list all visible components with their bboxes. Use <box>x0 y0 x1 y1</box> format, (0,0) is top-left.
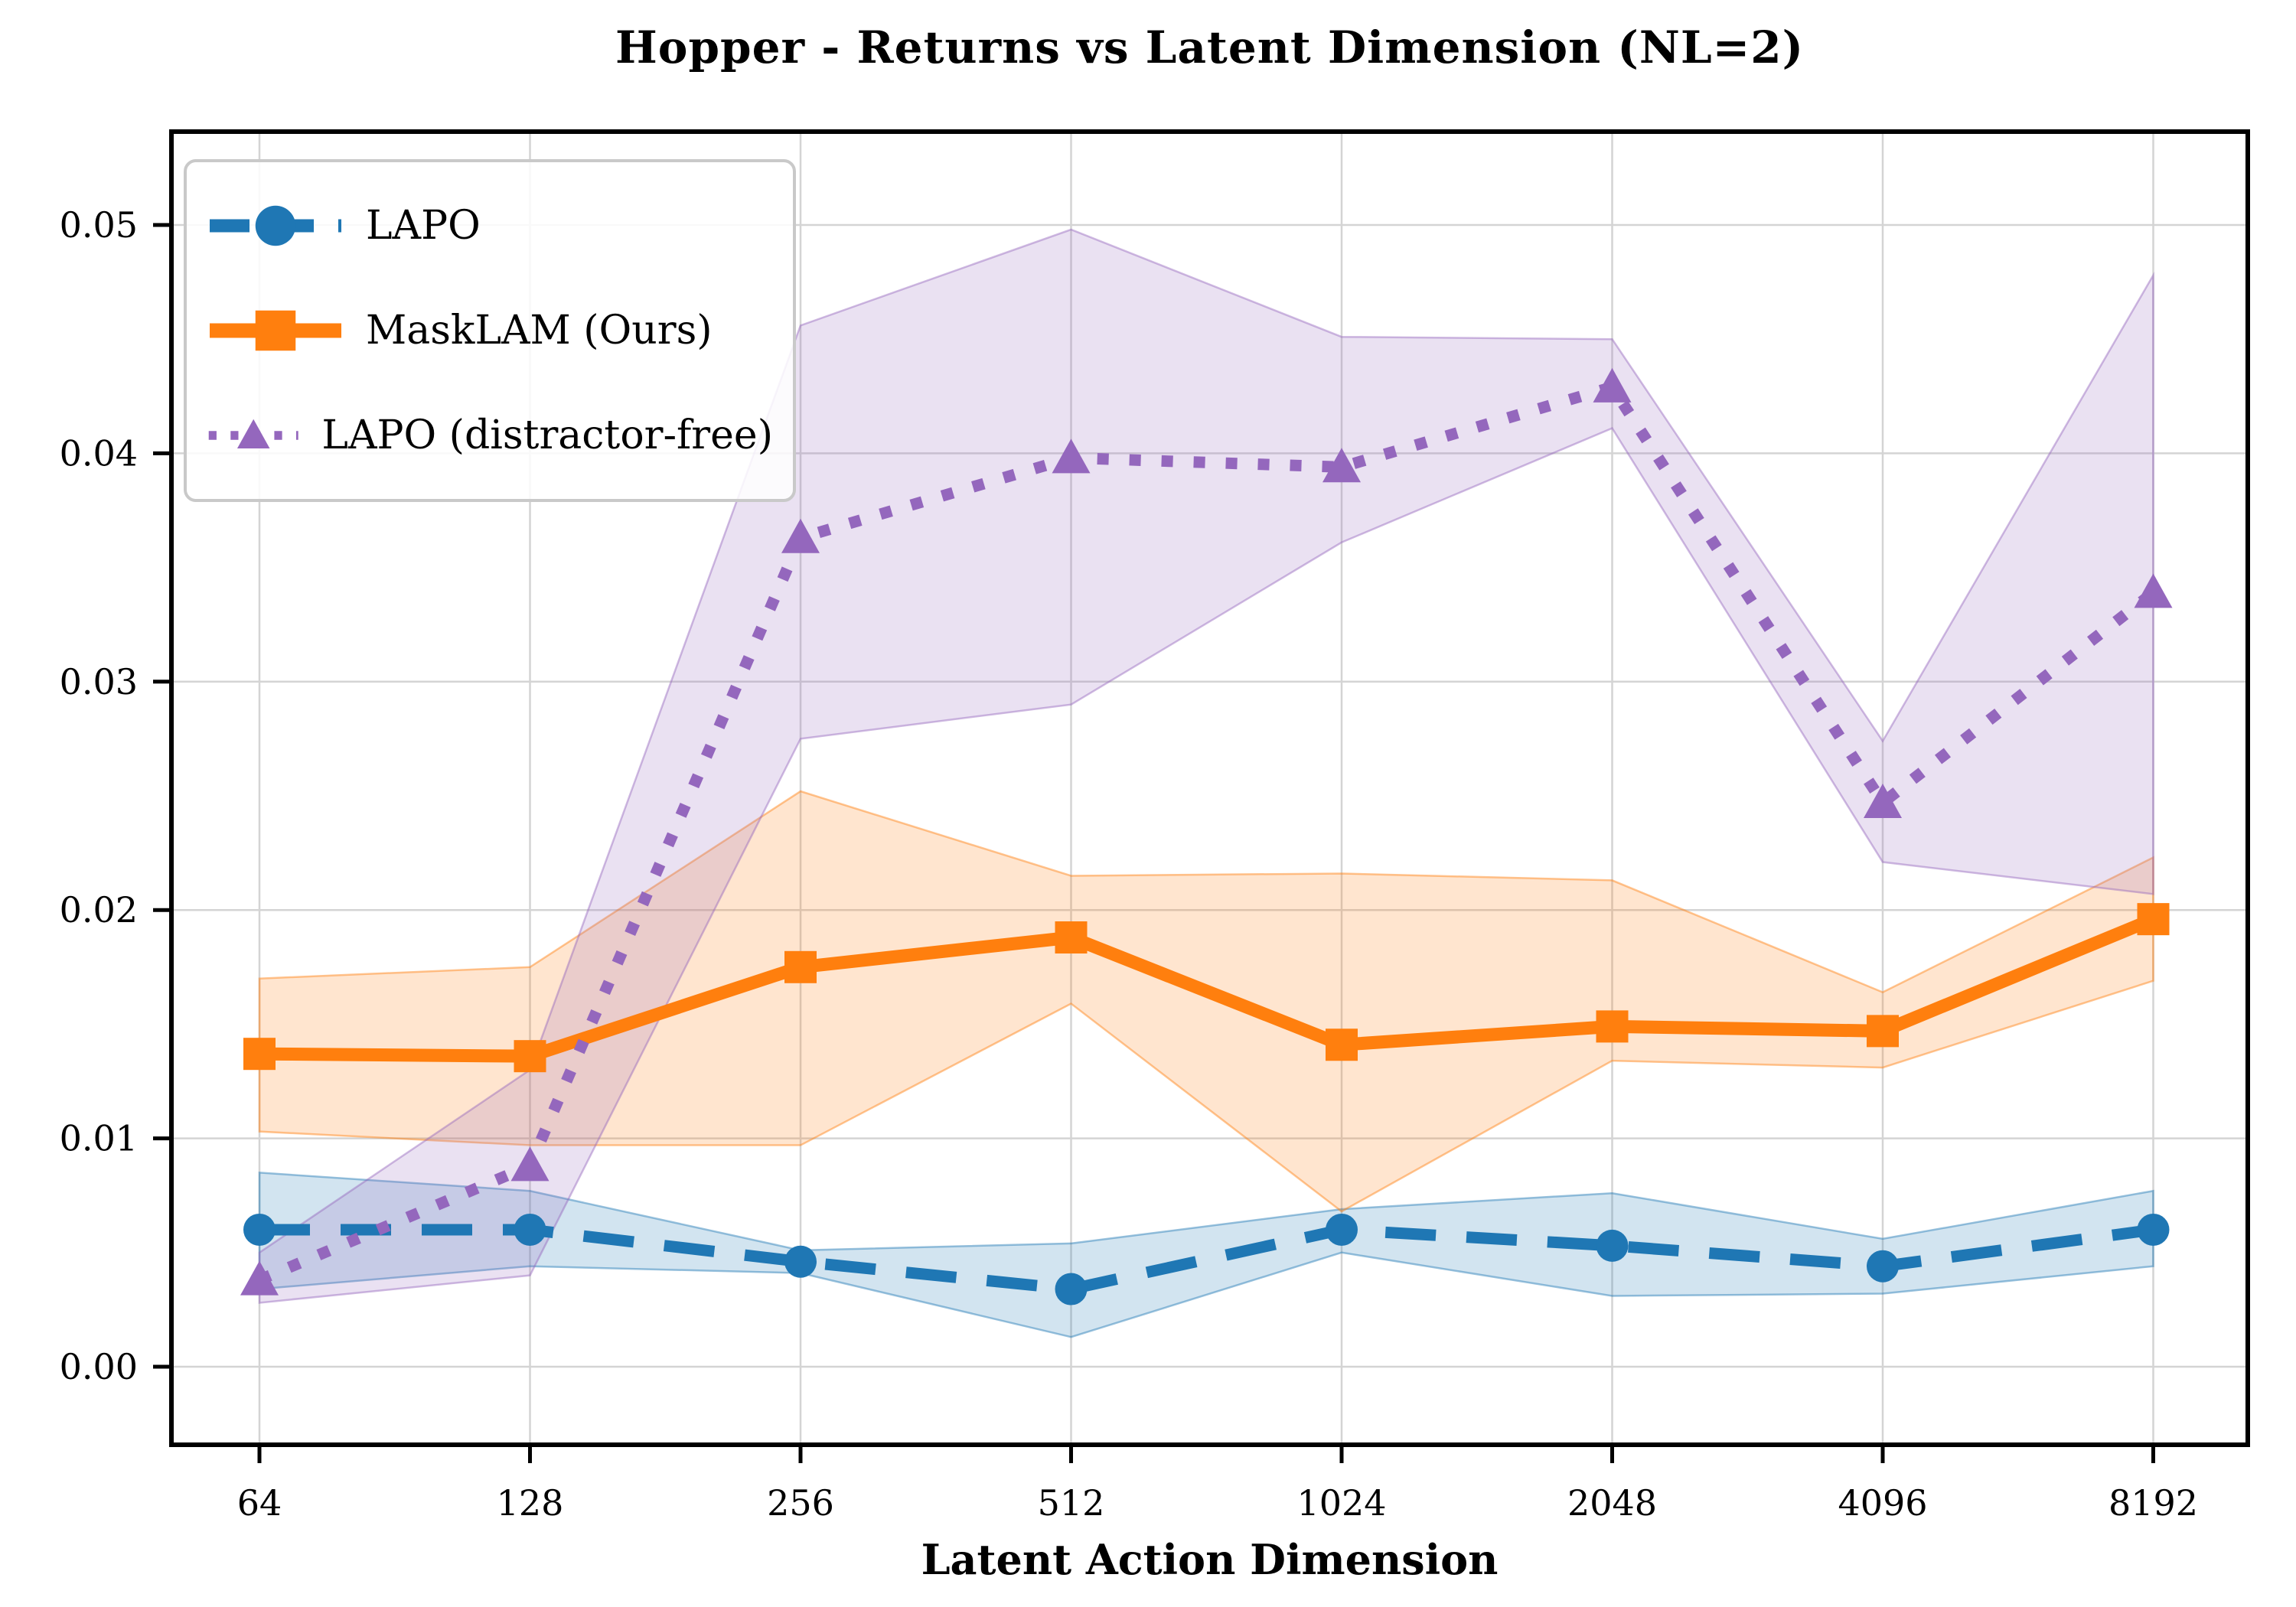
x-axis-tick-label: 128 <box>497 1482 564 1524</box>
chart-title: Hopper - Returns vs Latent Dimension (NL… <box>615 21 1805 73</box>
marker-triangle <box>781 518 820 553</box>
confidence-bands <box>258 228 2154 1338</box>
legend-item: LAPO (distractor-free) <box>207 409 773 462</box>
marker-triangle <box>2134 573 2173 608</box>
legend-label: LAPO (distractor-free) <box>321 412 773 459</box>
marker-square <box>1596 1010 1629 1043</box>
axes-frame <box>169 129 2250 1447</box>
x-axis-tick-label: 4096 <box>1838 1482 1927 1524</box>
marker-square <box>1867 1015 1899 1048</box>
legend: LAPO MaskLAM (Ours) LAPO (distractor-free) <box>184 159 796 502</box>
marker-triangle <box>1864 783 1902 818</box>
line-solid <box>259 913 2156 1063</box>
marker-triangle <box>510 1146 550 1182</box>
marker-square <box>1055 921 1088 954</box>
line-dotted <box>257 381 2157 1286</box>
marker-circle <box>1326 1213 1358 1246</box>
series-triangle <box>240 367 2173 1296</box>
x-axis-tick-label: 8192 <box>2108 1482 2198 1524</box>
marker-triangle <box>1052 438 1091 474</box>
marker-circle <box>514 1213 546 1246</box>
y-axis-tick-label: 0.00 <box>60 1346 138 1387</box>
x-axis-tick-label: 1024 <box>1296 1482 1386 1524</box>
marker-square <box>2137 903 2170 936</box>
marker-square <box>514 1040 546 1073</box>
series-circle <box>243 1213 2170 1305</box>
x-axis-tick-label: 512 <box>1038 1482 1105 1524</box>
marker-circle <box>1596 1229 1629 1262</box>
band-square <box>258 790 2154 1213</box>
y-axis-tick-label: 0.04 <box>60 432 138 474</box>
y-axis-tick-label: 0.03 <box>60 661 138 702</box>
legend-item: MaskLAM (Ours) <box>207 304 773 357</box>
marker-square <box>255 310 296 351</box>
marker-triangle <box>1322 448 1361 483</box>
x-axis-tick-label: 256 <box>767 1482 834 1524</box>
x-axis-tick-label: 2048 <box>1567 1482 1657 1524</box>
marker-circle <box>255 205 296 246</box>
x-axis-label: Latent Action Dimension <box>921 1535 1499 1584</box>
legend-sample-circle-icon <box>210 205 341 246</box>
marker-square <box>243 1038 276 1071</box>
y-axis-tick-label: 0.02 <box>60 889 138 931</box>
band-circle <box>258 1172 2154 1338</box>
series-square <box>243 903 2170 1073</box>
axis-ticks: 0.00 0.01 0.02 0.03 0.04 0.05 64 128 256 512 1024 2… <box>60 204 2198 1524</box>
legend-sample-square-icon <box>210 310 341 351</box>
band-triangle <box>258 228 2154 1304</box>
line-dashed <box>259 1224 2154 1296</box>
marker-square <box>1326 1028 1358 1061</box>
legend-item: LAPO <box>207 199 773 253</box>
marker-square <box>784 950 817 983</box>
marker-circle <box>1055 1273 1088 1305</box>
legend-label: LAPO <box>366 202 481 249</box>
marker-circle <box>243 1213 276 1246</box>
marker-circle <box>784 1245 817 1278</box>
y-axis-tick-label: 0.01 <box>60 1118 138 1159</box>
marker-triangle <box>236 419 270 449</box>
legend-label: MaskLAM (Ours) <box>366 307 713 354</box>
x-axis-tick-label: 64 <box>237 1482 282 1524</box>
y-axis-tick-label: 0.05 <box>60 204 138 246</box>
marker-triangle <box>1593 367 1632 403</box>
marker-circle <box>1867 1250 1899 1283</box>
marker-triangle <box>240 1260 279 1296</box>
legend-sample-triangle-icon <box>208 419 298 449</box>
marker-circle <box>2137 1213 2170 1246</box>
